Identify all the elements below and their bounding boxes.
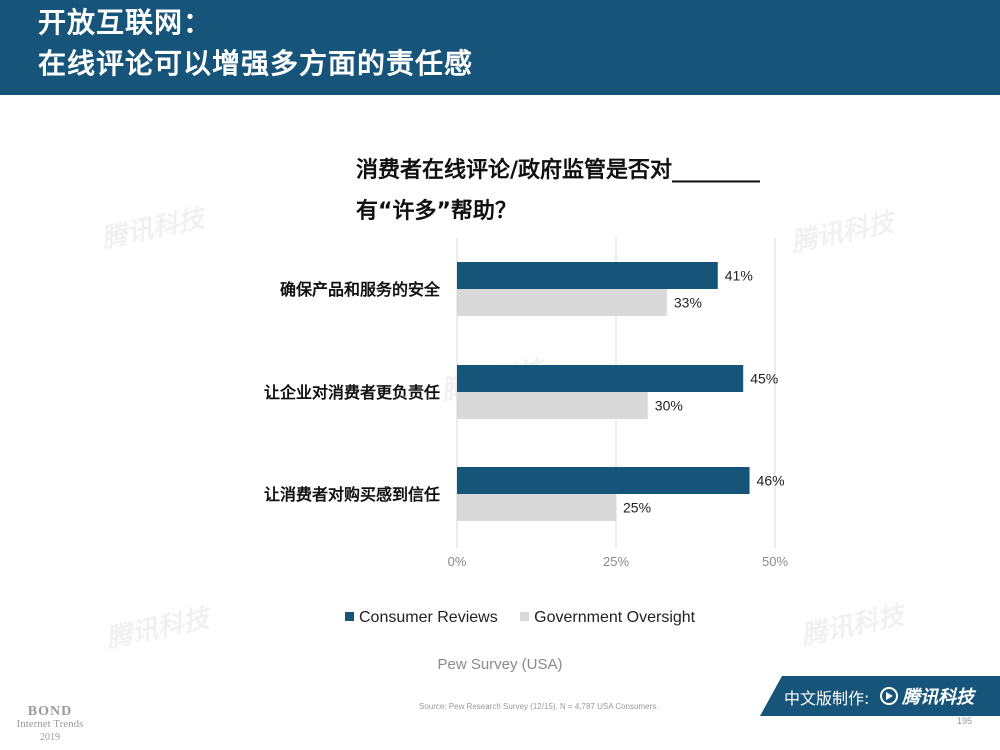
badge-text: 中文版制作:	[784, 689, 870, 708]
x-tick-label: 0%	[448, 554, 467, 569]
bond-line2: Internet Trends	[16, 718, 84, 730]
bond-logo: BOND Internet Trends 2019	[0, 705, 100, 744]
x-tick-label: 25%	[603, 554, 629, 569]
x-tick-label: 50%	[762, 554, 788, 569]
chart-subtitle: Pew Survey (USA)	[437, 656, 563, 673]
translator-badge: 中文版制作: 腾讯科技	[760, 676, 1000, 716]
category-label: 确保产品和服务的安全	[280, 280, 441, 299]
bar	[457, 392, 648, 419]
data-label: 30%	[655, 398, 683, 414]
bar	[457, 467, 750, 494]
page-title-line1: 开放互联网：	[38, 6, 213, 39]
legend-swatch	[520, 612, 530, 621]
category-label: 让企业对消费者更负责任	[264, 383, 440, 402]
bar	[457, 289, 667, 316]
page-number: 195	[957, 716, 973, 726]
legend-label: Consumer Reviews	[359, 609, 498, 626]
category-label: 让消费者对购买感到信任	[264, 485, 440, 504]
badge-logo-text: 腾讯科技	[902, 687, 974, 708]
bar	[457, 262, 718, 289]
bond-line3: 2019	[40, 732, 60, 743]
legend-item-government-oversight: Government Oversight	[520, 609, 695, 627]
chart-title-line2: 有“许多”帮助？	[356, 199, 517, 224]
legend-label: Government Oversight	[534, 609, 696, 626]
data-label: 25%	[623, 500, 651, 516]
title-banner: 开放互联网： 在线评论可以增强多方面的责任感	[0, 0, 1000, 95]
bond-line1: BOND	[27, 704, 73, 719]
bar	[457, 494, 616, 521]
data-label: 45%	[750, 371, 778, 387]
data-label: 33%	[674, 295, 702, 311]
source-note: Source: Pew Research Survey (12/15). N =…	[419, 702, 659, 711]
data-label: 41%	[725, 268, 753, 284]
chart-title-line1: 消费者在线评论/政府监管是否对________	[356, 158, 761, 183]
chart-legend: Consumer Reviews Government Oversight	[345, 609, 713, 627]
page-title-line2: 在线评论可以增强多方面的责任感	[38, 47, 474, 80]
bar	[457, 365, 744, 392]
legend-swatch	[345, 612, 354, 621]
legend-item-consumer-reviews: Consumer Reviews	[345, 609, 498, 627]
data-label: 46%	[757, 473, 785, 489]
tencent-logo-icon	[880, 687, 898, 705]
